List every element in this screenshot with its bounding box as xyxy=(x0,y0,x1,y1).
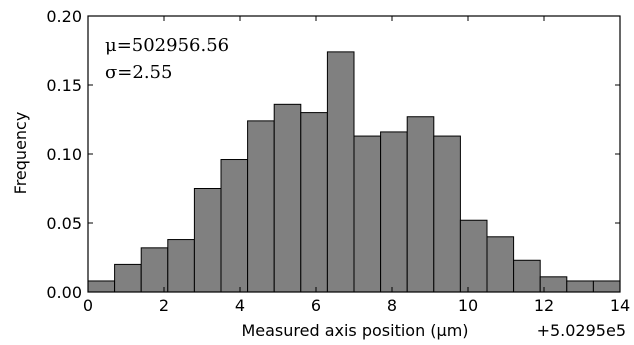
histogram-bar xyxy=(513,259,541,293)
axis-ticks xyxy=(87,15,621,293)
histogram-bar xyxy=(300,112,328,293)
x-tick-label: 4 xyxy=(235,296,245,315)
x-tick-label: 10 xyxy=(458,296,478,315)
annotation-mu: μ=502956.56 xyxy=(105,35,229,56)
x-tick-label: 14 xyxy=(610,296,630,315)
annotation-sigma: σ=2.55 xyxy=(105,62,172,83)
x-axis-offset-label: +5.0295e5 xyxy=(537,321,626,340)
histogram-bar xyxy=(114,263,142,293)
histogram-bar xyxy=(247,120,275,293)
y-tick-label: 0.00 xyxy=(46,283,82,302)
x-tick-label: 6 xyxy=(311,296,321,315)
histogram-bar xyxy=(566,280,594,293)
x-tick-label: 12 xyxy=(534,296,554,315)
x-tick-label: 2 xyxy=(159,296,169,315)
y-axis-label: Frequency xyxy=(11,112,30,195)
histogram-bar xyxy=(353,135,382,293)
histogram-bar xyxy=(380,131,408,293)
histogram-bar xyxy=(592,280,621,293)
histogram-bar xyxy=(220,159,249,293)
y-tick-label: 0.10 xyxy=(46,145,82,164)
histogram-bar xyxy=(326,51,355,293)
histogram-bars xyxy=(87,51,621,293)
histogram-bar xyxy=(140,247,169,293)
histogram-bar xyxy=(459,219,488,293)
histogram-bar xyxy=(433,135,461,293)
histogram-bar xyxy=(87,280,116,293)
histogram-bar xyxy=(406,116,435,293)
y-tick-label: 0.20 xyxy=(46,7,82,26)
x-tick-label: 0 xyxy=(83,296,93,315)
x-tick-label: 8 xyxy=(387,296,397,315)
y-tick-label: 0.05 xyxy=(46,214,82,233)
histogram-bar xyxy=(486,236,515,293)
histogram-bar xyxy=(193,188,222,293)
axis-tick-labels: 0 2 4 6 8 10 12 14 0.00 0.05 0.10 0.15 0.20 xyxy=(46,7,630,315)
histogram-bar xyxy=(167,239,195,293)
x-axis-label: Measured axis position (μm) xyxy=(241,321,468,340)
y-tick-label: 0.15 xyxy=(46,76,82,95)
histogram-bar xyxy=(273,103,302,293)
